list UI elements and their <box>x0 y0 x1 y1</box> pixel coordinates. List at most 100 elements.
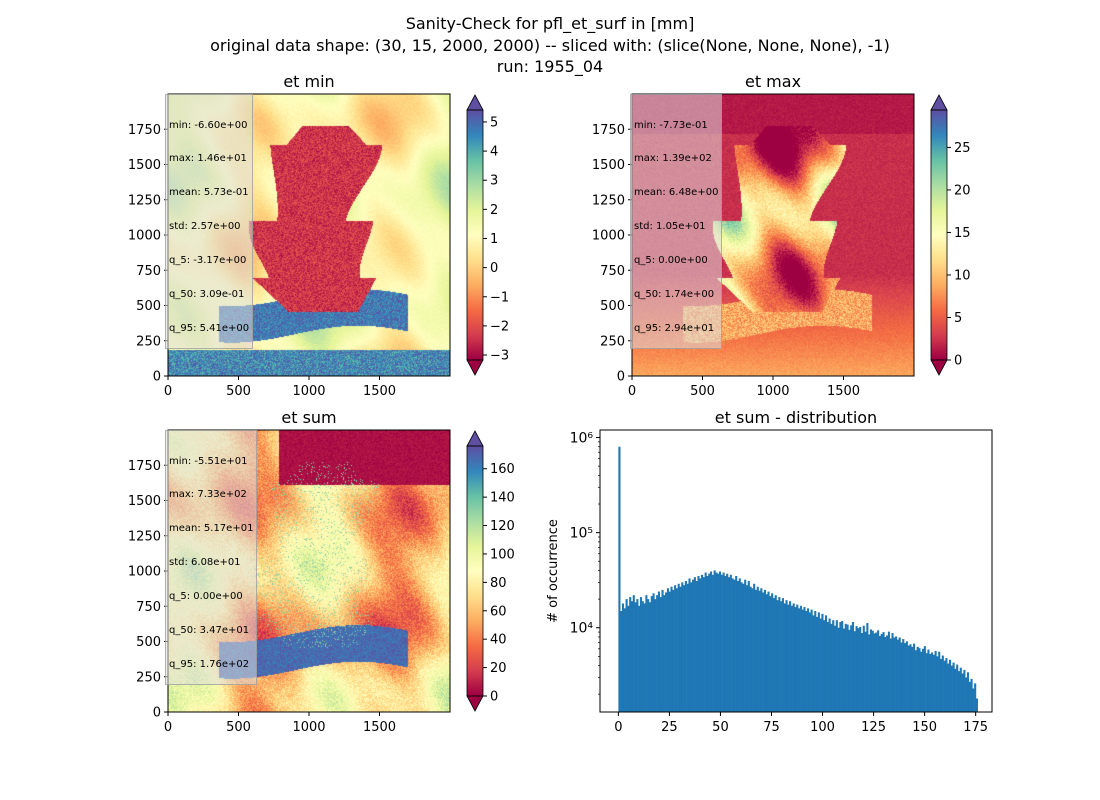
histogram-x-tick-label: 150 <box>912 720 937 735</box>
histogram-bar <box>907 645 910 712</box>
colorbar-tick-label: −2 <box>490 319 509 334</box>
histogram-x-tick-label: 0 <box>614 720 622 735</box>
histogram-bar <box>659 597 662 712</box>
histogram-bar <box>772 598 775 712</box>
histogram-bar <box>715 572 718 712</box>
histogram-bar <box>887 631 890 712</box>
histogram-bar <box>830 623 833 712</box>
histogram-bar <box>683 585 686 712</box>
histogram-bar <box>625 599 628 712</box>
histogram-bar <box>654 599 657 712</box>
panel-title-et-sum: et sum <box>281 408 337 427</box>
histogram-x-tick-label: 175 <box>963 720 988 735</box>
histogram-bar <box>941 655 944 712</box>
histogram-bar <box>688 578 691 712</box>
histogram-bar <box>846 624 849 712</box>
histogram-bar <box>702 577 705 712</box>
histogram-bar <box>819 618 822 712</box>
histogram-bar <box>902 639 905 712</box>
histogram-bar <box>957 671 961 712</box>
colorbar-tick-label: 5 <box>490 115 498 130</box>
histogram-bar <box>959 667 962 712</box>
colorbar-tick-label: 5 <box>954 311 962 326</box>
histogram-bar <box>706 575 709 712</box>
histogram-bar <box>754 589 758 712</box>
colorbar-tick-label: 60 <box>490 604 507 619</box>
panel-title-et-max: et max <box>744 72 802 91</box>
histogram-bar <box>665 592 668 712</box>
histogram-bar <box>911 646 914 712</box>
histogram-bar <box>742 583 745 712</box>
histogram-bar <box>767 591 770 712</box>
y-tick-label: 1250 <box>592 193 625 208</box>
histogram-bar <box>929 653 932 712</box>
y-tick-label: 0 <box>153 370 161 385</box>
colorbar-tick-label: 40 <box>490 633 507 648</box>
histogram-bar <box>864 631 867 712</box>
histogram-bar <box>895 636 898 712</box>
y-tick-label: 750 <box>136 600 161 615</box>
colorbar-tick-label: 100 <box>490 547 515 562</box>
figure-title-line-2: original data shape: (30, 15, 2000, 2000… <box>210 36 890 55</box>
histogram-bar <box>674 585 677 712</box>
histogram-bar <box>963 669 966 712</box>
histogram-bar <box>896 639 899 712</box>
y-tick-label: 1250 <box>128 193 161 208</box>
colorbar-tick-label: 20 <box>490 661 507 676</box>
histogram-bar <box>711 574 714 712</box>
y-tick-label: 1000 <box>592 229 625 244</box>
histogram-bar <box>880 633 883 712</box>
histogram-bar <box>733 579 736 712</box>
histogram-bar <box>932 654 935 712</box>
histogram-bar <box>753 583 756 712</box>
histogram-bar <box>930 652 934 712</box>
histogram-bar <box>799 605 802 712</box>
histogram-bar <box>851 621 855 712</box>
histogram-bar <box>645 595 648 712</box>
panel-title-et-min: et min <box>283 72 335 91</box>
colorbar-tick-label: 25 <box>954 141 971 156</box>
histogram-bar <box>729 574 732 712</box>
histogram-bar <box>868 634 871 712</box>
histogram-bar <box>805 610 808 712</box>
y-tick-label: 1750 <box>128 123 161 138</box>
colorbar-tick-label: 0 <box>490 690 498 705</box>
histogram-bar <box>927 649 930 712</box>
x-tick-label: 1500 <box>827 384 860 399</box>
colorbar-tick-label: 1 <box>490 232 498 247</box>
colorbar-tick-label: 0 <box>954 354 962 369</box>
colorbar-tick-label: −1 <box>490 290 509 305</box>
histogram-bar <box>738 578 741 712</box>
y-tick-label: 1500 <box>592 158 625 173</box>
y-tick-label: 250 <box>136 334 161 349</box>
histogram-bar <box>647 599 650 712</box>
stat-line: mean: 5.73e-01 <box>169 187 249 199</box>
stat-line: q_50: 1.74e+00 <box>634 289 715 301</box>
histogram-bar <box>692 579 695 712</box>
histogram-bar <box>670 586 673 712</box>
stat-line: mean: 6.48e+00 <box>634 187 719 199</box>
histogram-bar <box>904 643 907 712</box>
histogram-bar <box>853 631 856 712</box>
histogram-bar <box>695 581 698 712</box>
histogram-bar <box>717 573 720 712</box>
histogram-bar <box>661 589 664 712</box>
histogram-bar <box>749 586 752 712</box>
histogram-bar <box>708 573 711 712</box>
histogram-bar <box>736 581 740 712</box>
histogram-y-axis-label: # of occurrence <box>546 519 561 623</box>
colorbar-frame <box>930 109 948 361</box>
x-tick-label: 0 <box>164 384 172 399</box>
histogram-bar <box>657 591 660 712</box>
colorbar-tick-label: 10 <box>954 268 971 283</box>
stat-line: q_50: 3.47e+01 <box>169 625 250 637</box>
histogram-bar <box>785 600 788 712</box>
histogram-bar <box>857 628 860 712</box>
y-tick-label: 1250 <box>128 529 161 544</box>
histogram-bar <box>787 604 790 712</box>
histogram-y-tick-label: 10⁶ <box>570 431 594 447</box>
colorbar-extend-max <box>466 430 484 447</box>
histogram-bar <box>918 648 921 712</box>
histogram-bar <box>636 599 639 712</box>
stat-line: q_5: 0.00e+00 <box>169 591 243 603</box>
